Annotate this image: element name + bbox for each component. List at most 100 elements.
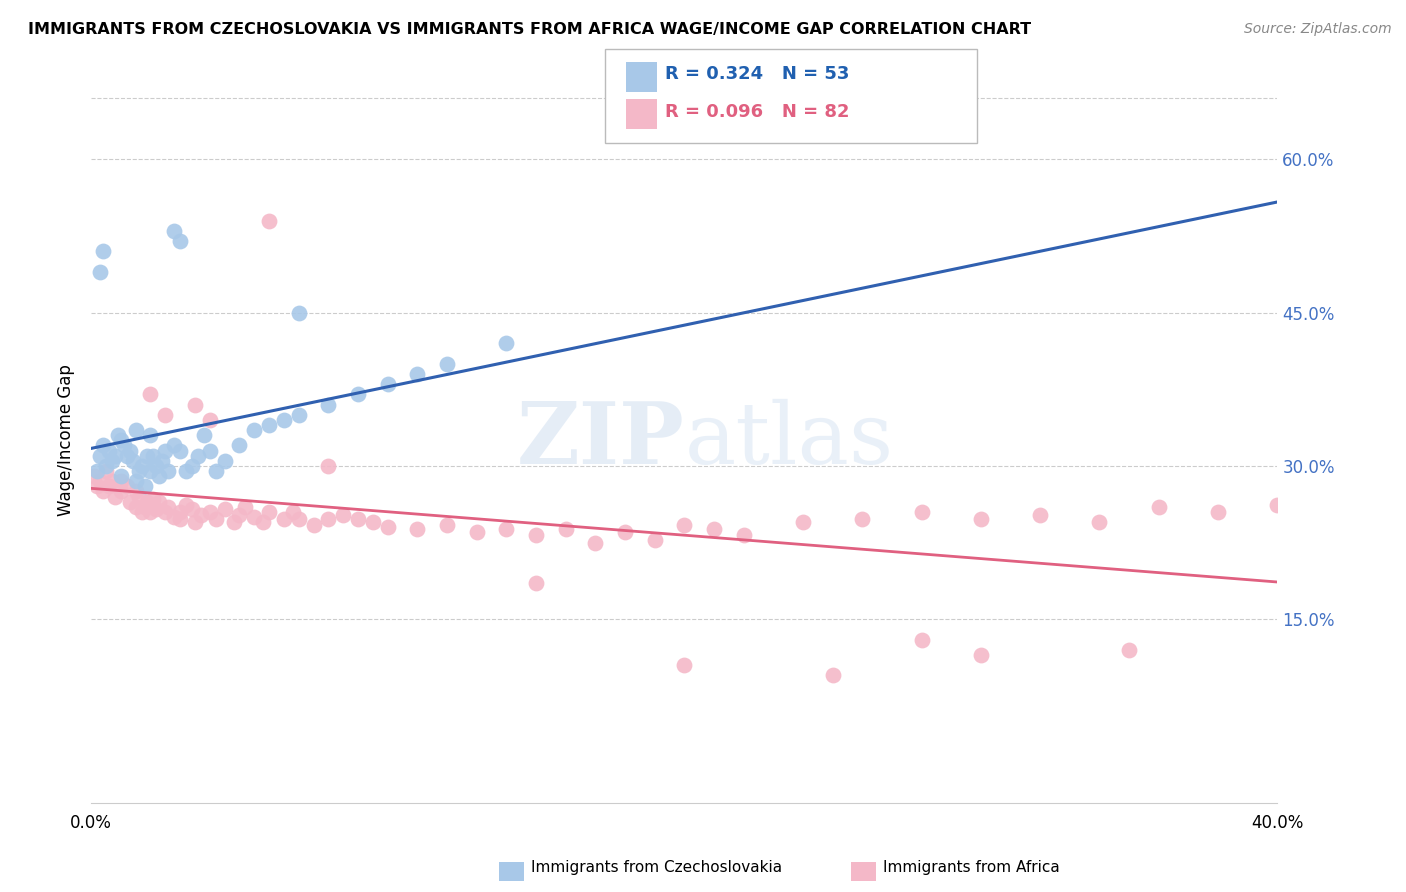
Point [163,224,186,238]
Point [97,479,120,493]
Point [198,505,221,519]
Point [318,458,340,473]
Point [377,377,399,392]
Point [124,475,146,489]
Point [145,458,167,473]
Point [124,484,146,499]
Point [136,449,159,463]
Point [287,305,309,319]
Point [198,413,221,427]
Point [273,512,295,526]
Point [104,449,127,463]
Point [1267,498,1289,512]
Point [524,576,547,591]
Point [83,469,105,483]
Point [554,522,576,536]
Point [436,518,458,533]
Point [970,512,993,526]
Point [613,525,636,540]
Point [257,213,280,227]
Point [910,632,932,647]
Point [91,438,114,452]
Point [118,443,141,458]
Point [104,490,127,504]
Point [139,428,162,442]
Point [163,510,186,524]
Point [792,515,814,529]
Point [110,484,132,499]
Point [121,454,143,468]
Point [184,398,207,412]
Text: Source: ZipAtlas.com: Source: ZipAtlas.com [1244,22,1392,37]
Text: Immigrants from Africa: Immigrants from Africa [883,860,1060,874]
Point [115,479,138,493]
Point [1118,643,1140,657]
Point [495,522,517,536]
Point [193,428,215,442]
Point [134,500,156,514]
Point [110,469,132,483]
Point [332,508,354,522]
Point [184,515,207,529]
Point [115,449,138,463]
Point [148,494,170,508]
Point [155,505,177,519]
Point [187,449,209,463]
Point [190,508,212,522]
Point [112,438,135,452]
Point [91,244,114,259]
Point [273,413,295,427]
Point [228,508,250,522]
Point [131,505,153,519]
Point [851,512,873,526]
Point [174,498,197,512]
Point [228,438,250,452]
Text: R = 0.096   N = 82: R = 0.096 N = 82 [665,103,849,120]
Point [204,464,226,478]
Point [302,518,325,533]
Point [821,668,844,682]
Point [1147,500,1170,514]
Point [377,520,399,534]
Point [157,464,180,478]
Point [169,234,191,248]
Point [174,464,197,478]
Point [1029,508,1052,522]
Point [139,387,162,401]
Point [406,367,429,381]
Point [155,408,177,422]
Point [86,464,108,478]
Text: Immigrants from Czechoslovakia: Immigrants from Czechoslovakia [531,860,783,874]
Point [361,515,384,529]
Point [181,501,204,516]
Point [89,475,111,489]
Text: R = 0.324   N = 53: R = 0.324 N = 53 [665,65,849,83]
Point [198,443,221,458]
Point [583,535,606,549]
Point [243,423,266,437]
Point [733,528,755,542]
Point [257,505,280,519]
Point [495,336,517,351]
Point [107,428,129,442]
Point [169,443,191,458]
Point [145,501,167,516]
Point [110,434,132,448]
Point [214,501,236,516]
Point [110,475,132,489]
Text: atlas: atlas [685,399,893,482]
Point [131,458,153,473]
Point [134,479,156,493]
Point [128,490,150,504]
Point [94,464,117,478]
Y-axis label: Wage/Income Gap: Wage/Income Gap [58,365,75,516]
Point [136,494,159,508]
Point [644,533,666,547]
Point [169,512,191,526]
Point [91,484,114,499]
Point [155,443,177,458]
Point [287,408,309,422]
Point [910,505,932,519]
Point [214,454,236,468]
Point [436,357,458,371]
